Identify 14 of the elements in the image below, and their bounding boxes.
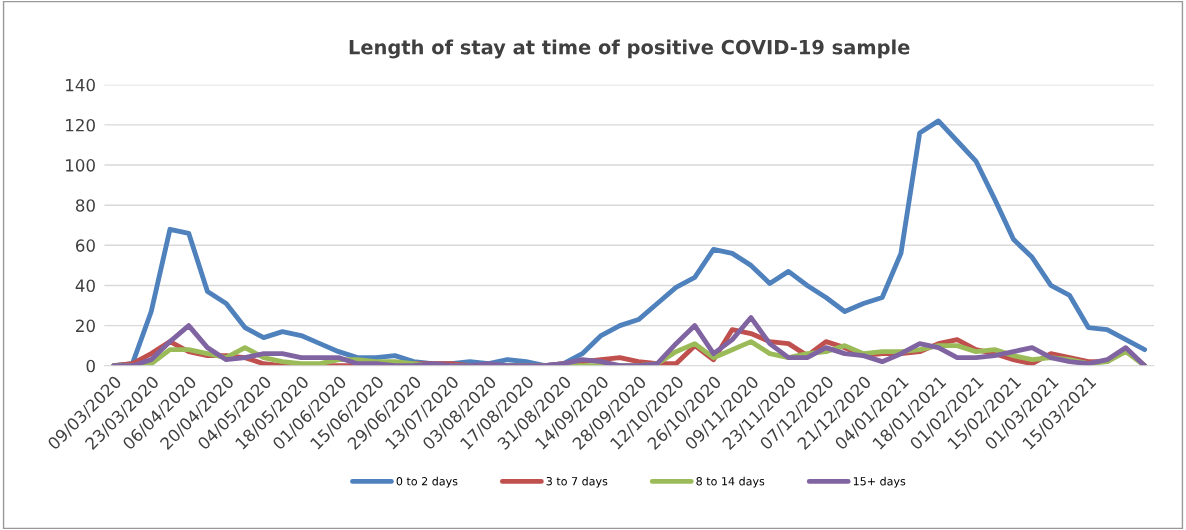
chart-title: Length of stay at time of positive COVID-19 sample xyxy=(349,39,910,59)
y-tick-label: 20 xyxy=(76,319,95,333)
y-tick-label: 100 xyxy=(66,159,95,172)
legend-label: 8 to 14 days xyxy=(696,476,765,488)
line-series xyxy=(111,315,1148,366)
y-tick-label: 80 xyxy=(75,199,95,212)
y-tick-label: 40 xyxy=(75,279,95,293)
y-tick-label: 140 xyxy=(66,78,95,92)
legend-label: 0 to 2 days xyxy=(396,476,458,488)
y-tick-label: 0 xyxy=(86,359,95,373)
legend-label: 15+ days xyxy=(853,476,906,488)
y-tick-label: 120 xyxy=(66,118,95,132)
legend-label: 3 to 7 days xyxy=(546,476,608,488)
y-tick-label: 60 xyxy=(75,239,95,252)
